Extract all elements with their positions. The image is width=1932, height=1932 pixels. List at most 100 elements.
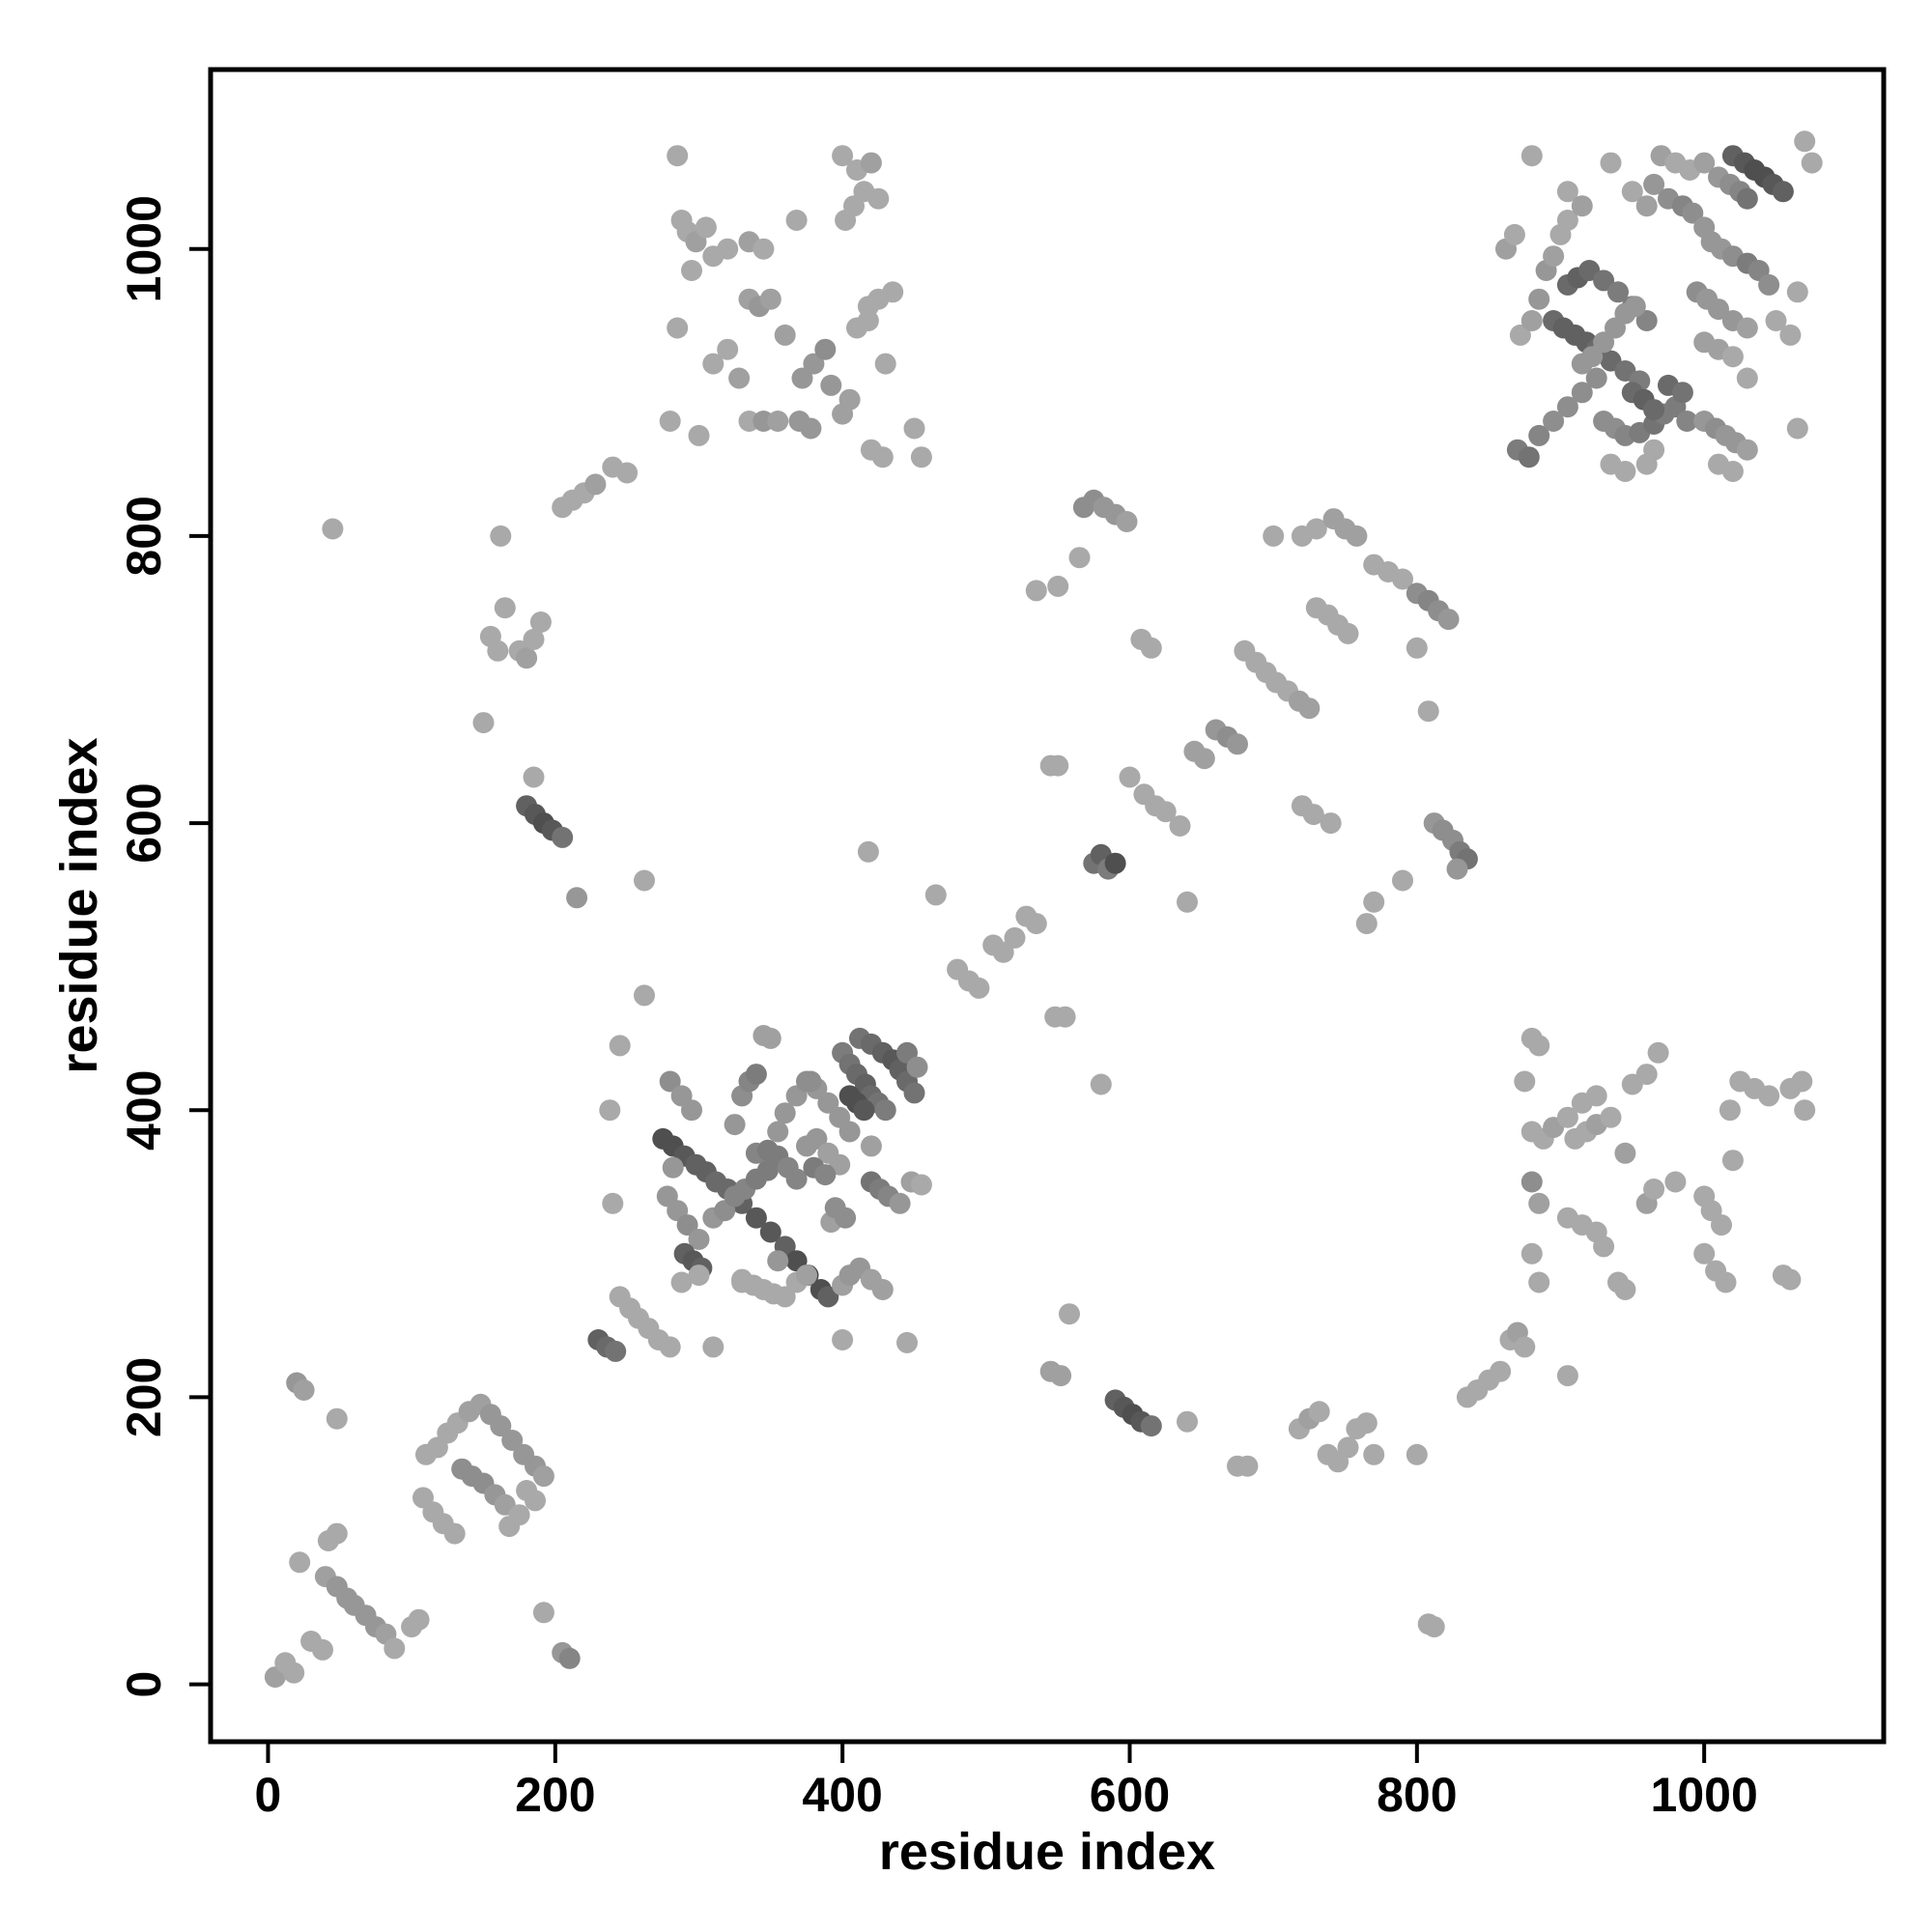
data-point (1509, 324, 1531, 346)
x-tick-label: 1000 (1651, 1768, 1758, 1822)
data-point (472, 712, 495, 734)
data-point (906, 1056, 928, 1078)
data-point (1736, 187, 1758, 210)
y-tick-label: 600 (117, 782, 171, 863)
data-point (1772, 181, 1794, 203)
data-point (312, 1638, 333, 1661)
data-point (702, 353, 724, 375)
data-point (1571, 382, 1593, 404)
data-point (717, 238, 739, 260)
data-point (1528, 1035, 1550, 1057)
data-point (817, 1092, 839, 1114)
data-point (1392, 869, 1413, 892)
data-point (1593, 1236, 1615, 1258)
x-axis: 0 200 400 600 800 1000 (255, 1742, 1758, 1822)
data-point (910, 446, 932, 469)
data-point (1571, 195, 1593, 217)
data-point (1647, 1041, 1669, 1064)
data-point (791, 367, 813, 389)
data-point (1556, 1365, 1578, 1387)
data-point (1116, 511, 1138, 532)
data-point (803, 353, 825, 375)
data-point (1721, 346, 1744, 368)
x-tick-label: 600 (1090, 1768, 1170, 1822)
data-point (508, 1504, 530, 1526)
data-point (1779, 324, 1802, 346)
data-point (676, 1214, 698, 1236)
data-point (814, 338, 837, 360)
data-point (1177, 891, 1198, 913)
data-point (910, 1174, 932, 1196)
data-point (523, 766, 545, 788)
data-point (968, 977, 990, 999)
data-point (1758, 1085, 1780, 1107)
data-point (1520, 145, 1543, 167)
data-point (1068, 547, 1091, 569)
data-point (882, 281, 904, 303)
data-point (1490, 1360, 1512, 1382)
data-point (1801, 152, 1823, 174)
data-point (767, 1121, 789, 1143)
data-point (1721, 461, 1744, 482)
data-point (1719, 1099, 1741, 1122)
data-point (1298, 697, 1321, 720)
data-point (796, 1264, 817, 1287)
data-point (835, 1207, 857, 1229)
data-point (759, 288, 781, 310)
data-point (1664, 1171, 1687, 1193)
data-point (832, 1329, 854, 1350)
data-point (903, 417, 925, 440)
data-point (1643, 399, 1665, 421)
y-tick-label: 0 (117, 1671, 171, 1698)
data-point (384, 1637, 406, 1660)
data-point (728, 367, 751, 389)
data-point (814, 1164, 837, 1186)
data-point (753, 238, 775, 260)
data-point (1600, 1106, 1622, 1128)
data-point (1305, 518, 1327, 540)
data-point (1047, 754, 1069, 777)
data-point (1090, 1073, 1112, 1095)
data-point (1104, 852, 1126, 874)
data-point (525, 1490, 546, 1512)
data-point (1715, 1271, 1737, 1293)
data-point (1794, 1099, 1816, 1122)
data-point (1708, 298, 1729, 321)
data-point (817, 1286, 839, 1308)
data-point (874, 1099, 896, 1122)
data-point (785, 1168, 808, 1190)
data-point (1054, 1006, 1076, 1028)
data-point (903, 1082, 925, 1104)
data-point (838, 388, 861, 411)
data-point (529, 611, 552, 633)
data-point (1682, 202, 1704, 224)
data-point (1643, 173, 1665, 195)
y-axis-title: residue index (50, 737, 108, 1073)
data-point (1693, 1242, 1716, 1264)
data-point (326, 1407, 348, 1430)
data-point (1624, 296, 1646, 318)
data-point (924, 884, 947, 906)
data-point (717, 338, 739, 360)
data-point (1406, 637, 1428, 659)
data-point (774, 1286, 796, 1308)
data-point (516, 647, 538, 669)
data-point (1676, 411, 1698, 432)
data-point (1528, 1192, 1550, 1214)
data-point (1514, 1070, 1536, 1093)
y-tick-label: 800 (117, 496, 171, 576)
data-point (702, 1336, 724, 1358)
data-point (1047, 575, 1069, 597)
data-point (1711, 1214, 1732, 1236)
data-point (745, 1064, 767, 1086)
data-point (992, 941, 1014, 963)
x-tick-label: 200 (515, 1768, 595, 1822)
data-point (1025, 913, 1047, 935)
x-tick-label: 400 (802, 1768, 882, 1822)
data-point (443, 1522, 466, 1545)
data-point (1025, 580, 1047, 602)
data-point (293, 1379, 315, 1401)
data-point (1059, 1303, 1080, 1325)
data-point (1050, 1365, 1072, 1387)
